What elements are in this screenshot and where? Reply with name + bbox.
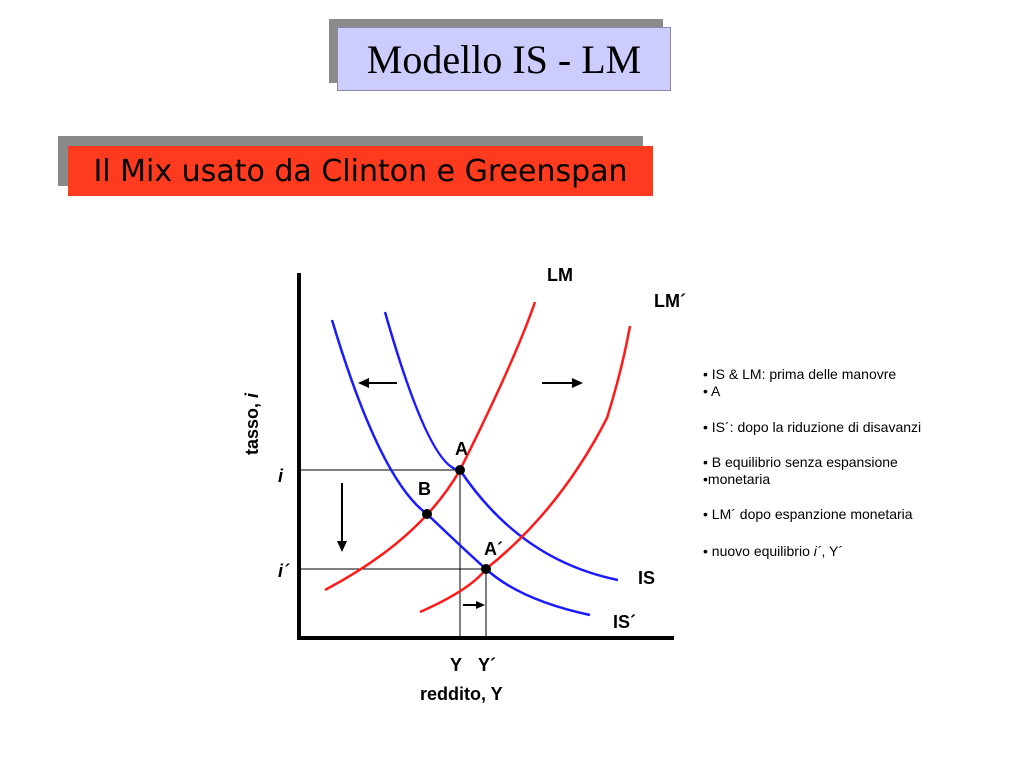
- note-italic: i´: [813, 543, 822, 559]
- point-b-label: B: [418, 479, 431, 499]
- arrow-down-icon: [337, 483, 347, 552]
- lm-prime-curve: [419, 325, 632, 614]
- point-a-label: A: [455, 439, 468, 459]
- is-prime-curve: [330, 319, 591, 617]
- note-item: • B equilibrio senza espansione: [703, 454, 898, 470]
- notes-list: • IS & LM: prima delle manovre • A • IS´…: [703, 366, 1013, 560]
- y-axis-label: tasso, i: [242, 392, 262, 455]
- tick-i-label: i: [278, 466, 284, 486]
- is-prime-label: IS´: [613, 612, 636, 632]
- lm-label: LM: [547, 265, 573, 285]
- point-a-prime-label: A´: [484, 539, 503, 559]
- arrow-left-icon: [358, 378, 397, 388]
- note-item: •monetaria: [703, 471, 771, 487]
- x-axis-label: reddito, Y: [420, 684, 503, 704]
- lm-prime-label: LM´: [654, 291, 686, 311]
- tick-i-prime-label: i´: [278, 561, 290, 581]
- note-item: • IS´: dopo la riduzione di disavanzi: [703, 419, 922, 435]
- page-title-text: Modello IS - LM: [366, 36, 642, 82]
- note-item: • nuovo equilibrio i´, Y´: [703, 543, 1013, 560]
- point-b-dot: [422, 509, 432, 519]
- subtitle-text: Il Mix usato da Clinton e Greenspan: [93, 153, 628, 189]
- note-item: • LM´ dopo espanzione monetaria: [703, 506, 913, 522]
- point-a-prime-dot: [481, 564, 491, 574]
- is-label: IS: [638, 568, 655, 588]
- y-axis-label-text: tasso,: [242, 398, 262, 455]
- y-axis-label-var: i: [242, 392, 262, 398]
- note-text: , Y´: [821, 543, 844, 559]
- page-title: Modello IS - LM: [337, 27, 671, 91]
- subtitle-banner: Il Mix usato da Clinton e Greenspan: [68, 146, 653, 196]
- point-a-dot: [455, 465, 465, 475]
- note-text: • nuovo equilibrio: [703, 543, 814, 559]
- tick-y-prime-label: Y´: [478, 655, 496, 675]
- arrow-small-right-icon: [463, 601, 485, 609]
- lm-curve: [324, 301, 537, 592]
- arrow-right-icon: [542, 378, 583, 388]
- note-item: • IS & LM: prima delle manovre: [703, 366, 897, 382]
- note-item: • A: [703, 383, 721, 399]
- tick-y-label: Y: [450, 655, 462, 675]
